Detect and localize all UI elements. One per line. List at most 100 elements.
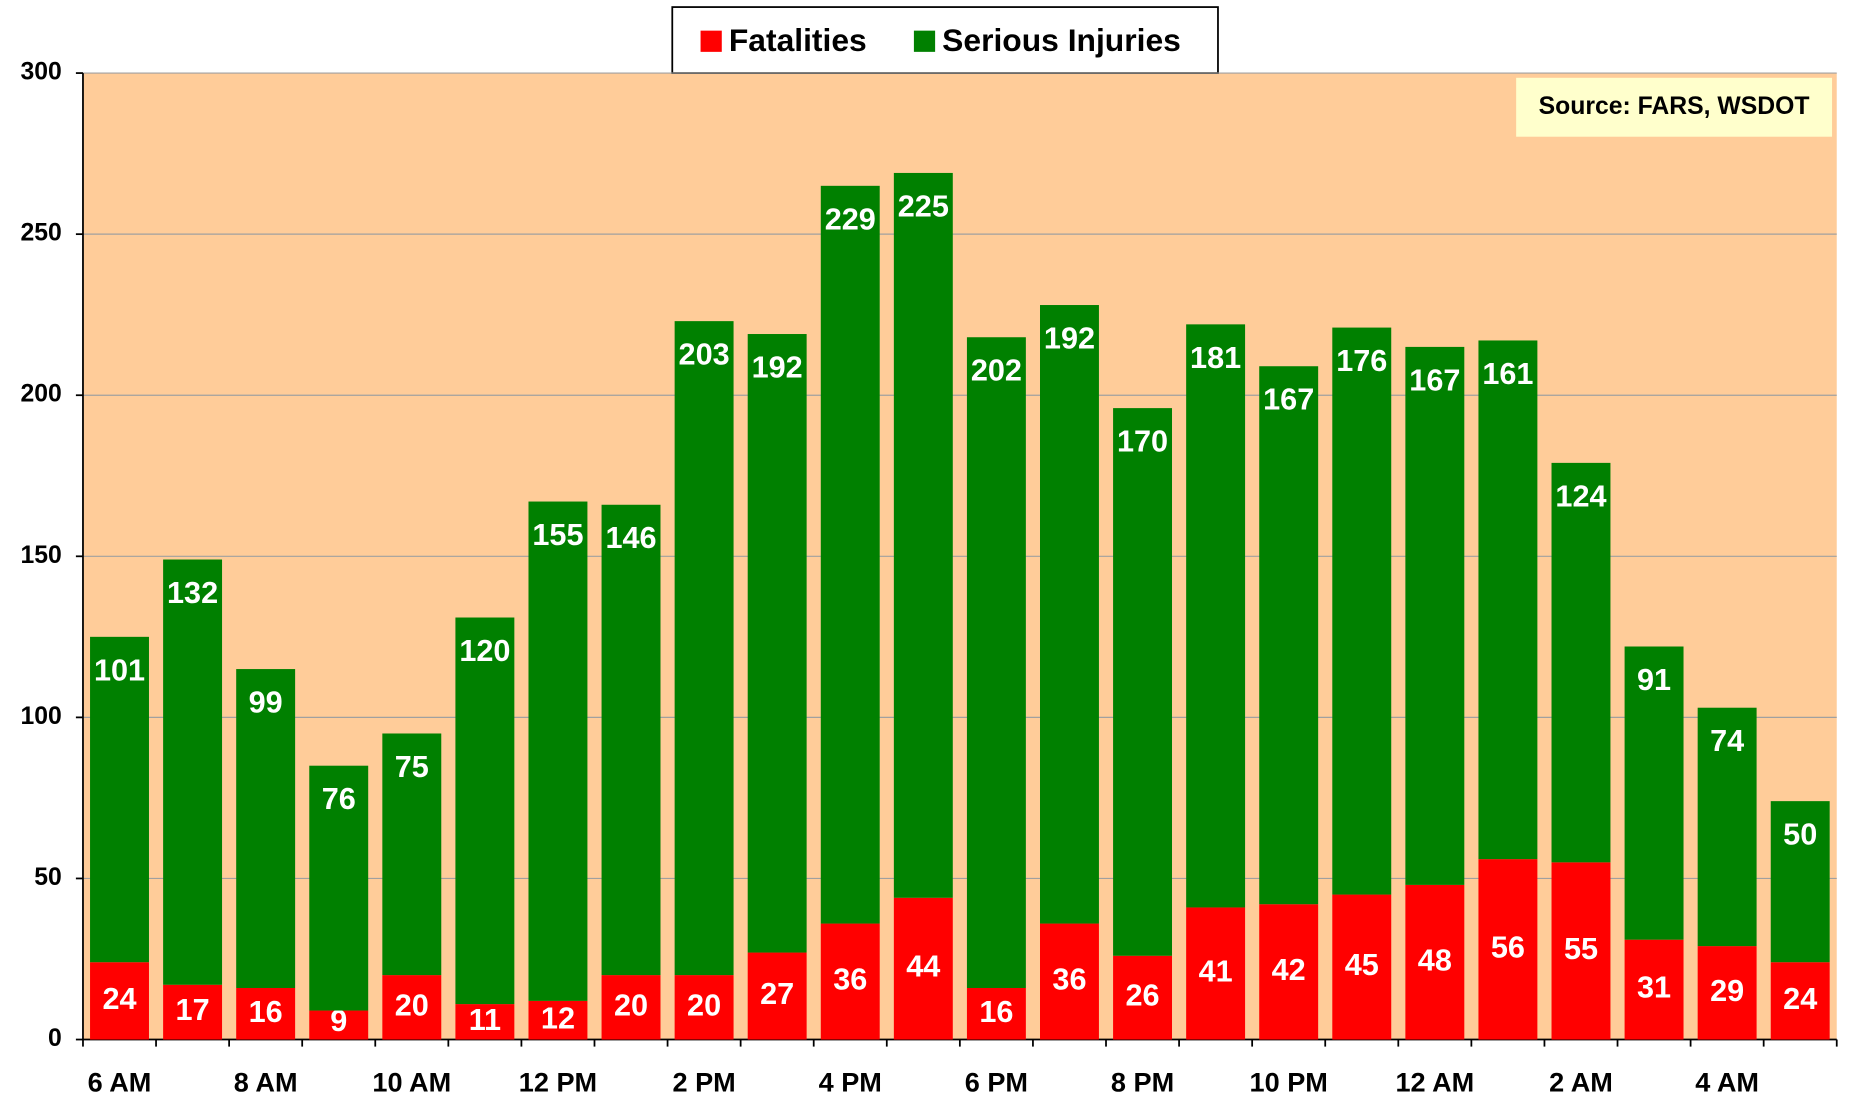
x-tick-label: 6 AM [88, 1066, 152, 1097]
bar-segment [966, 987, 1026, 1040]
data-label: 202 [971, 354, 1022, 388]
bar-segment [236, 669, 296, 988]
data-label: 56 [1491, 930, 1525, 964]
x-tick-label: 4 PM [819, 1066, 882, 1097]
bar-segment [1332, 894, 1392, 1040]
y-tick-label: 100 [20, 703, 61, 730]
data-label: 42 [1272, 953, 1306, 987]
bar-segment [1551, 462, 1611, 863]
bar-segment [747, 334, 807, 953]
bar-segment [820, 185, 880, 924]
data-label: 12 [541, 1001, 575, 1035]
data-label: 99 [249, 686, 283, 720]
bar-segment [309, 765, 369, 1011]
bar-segment [528, 1000, 588, 1040]
bar-segment [1478, 340, 1538, 860]
data-label: 225 [898, 189, 949, 223]
data-label: 44 [906, 950, 940, 984]
data-label: 27 [760, 977, 794, 1011]
bar-segment [1697, 707, 1757, 947]
bar-segment [1259, 904, 1319, 1040]
bar-segment [528, 501, 588, 1001]
data-label: 101 [94, 653, 145, 687]
data-label: 167 [1263, 383, 1314, 417]
bar-segment [1478, 859, 1538, 1040]
bar-segment [1551, 862, 1611, 1040]
x-tick-label: 10 PM [1250, 1066, 1328, 1097]
bar-segment [1770, 962, 1830, 1040]
data-label: 155 [532, 518, 583, 552]
data-label: 16 [979, 995, 1013, 1029]
bar-segment [382, 975, 442, 1040]
annotation: Source: FARS, WSDOT [1539, 93, 1810, 120]
data-label: 75 [395, 750, 429, 784]
bar-segment [1405, 346, 1465, 885]
data-label: 161 [1482, 357, 1533, 391]
bar-segment [1624, 646, 1684, 940]
annotation-box [1516, 77, 1833, 137]
bar-segment [1186, 907, 1246, 1040]
data-label: 170 [1117, 425, 1168, 459]
data-label: 9 [330, 1004, 347, 1038]
bar-segment [601, 975, 661, 1040]
data-label: 20 [687, 988, 721, 1022]
x-tick-label: 8 PM [1111, 1066, 1174, 1097]
y-tick-label: 300 [20, 59, 61, 86]
y-tick-label: 0 [48, 1025, 62, 1052]
bar-segment [1186, 324, 1246, 908]
x-tick-label: 4 AM [1695, 1066, 1759, 1097]
data-label: 76 [322, 782, 356, 816]
data-label: 45 [1345, 948, 1379, 982]
bar-segment [1113, 955, 1173, 1040]
data-label: 24 [1783, 982, 1817, 1016]
x-tick-label: 12 AM [1395, 1066, 1474, 1097]
bar-segment [309, 1010, 369, 1040]
data-label: 31 [1637, 971, 1671, 1005]
bar-segment [820, 923, 880, 1040]
bar-segment [893, 172, 953, 898]
bar-segment [1040, 305, 1099, 924]
y-tick-label: 250 [20, 220, 61, 247]
x-tick-label: 10 AM [372, 1066, 451, 1097]
data-label: 55 [1564, 932, 1598, 966]
y-tick-label: 50 [34, 864, 62, 891]
bar-segment [1332, 327, 1392, 895]
legend-swatch [700, 30, 722, 52]
data-label: 17 [176, 993, 210, 1027]
data-label: 50 [1783, 818, 1817, 852]
bar-segment [1259, 366, 1319, 905]
bar-segment [90, 636, 149, 963]
bar-segment [90, 962, 149, 1040]
data-label: 192 [1044, 321, 1095, 355]
bar-segment [455, 617, 515, 1005]
data-label: 192 [752, 350, 803, 384]
data-label: 124 [1555, 479, 1606, 513]
bar-segment [674, 975, 734, 1040]
bar-segment [163, 984, 223, 1040]
y-tick-label: 150 [20, 542, 61, 569]
bar-segment [163, 559, 223, 985]
bar-segment [455, 1004, 515, 1040]
data-label: 132 [167, 576, 218, 610]
bar-segment [601, 504, 661, 976]
data-label: 203 [679, 338, 730, 372]
bar-segment [1113, 408, 1173, 956]
data-label: 20 [614, 988, 648, 1022]
x-tick-label: 2 PM [672, 1066, 735, 1097]
data-label: 16 [249, 995, 283, 1029]
data-label: 36 [1052, 963, 1086, 997]
legend-swatch [913, 30, 936, 52]
bar-segment [1405, 884, 1465, 1040]
data-label: 181 [1190, 341, 1241, 375]
data-label: 74 [1710, 724, 1744, 758]
x-tick-label: 2 AM [1549, 1066, 1613, 1097]
bar-segment [747, 952, 807, 1040]
bar-segment [966, 337, 1026, 988]
data-label: 26 [1126, 979, 1160, 1013]
data-label: 229 [825, 202, 876, 236]
bar-segment [1040, 923, 1099, 1040]
data-label: 176 [1336, 344, 1387, 378]
data-label: 146 [605, 521, 656, 555]
x-tick-label: 12 PM [519, 1066, 597, 1097]
